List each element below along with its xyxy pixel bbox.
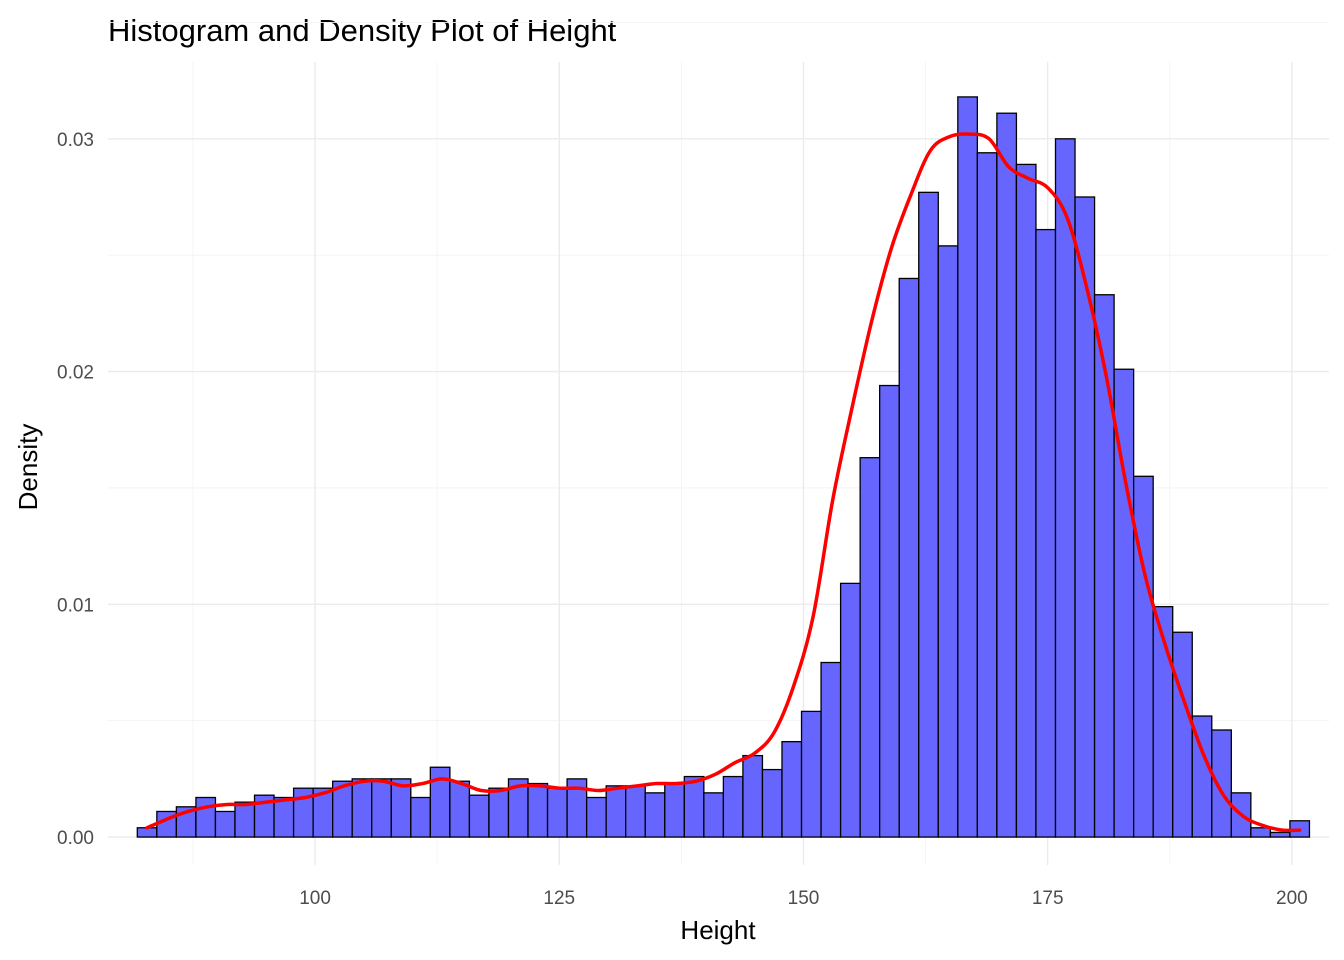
histogram-bar — [585, 796, 607, 838]
axis-tick-labels: 100 125 150 175 200 0.00 0.01 0.02 0.03 — [57, 130, 1308, 909]
histogram-bar — [918, 191, 939, 838]
histogram-bar — [1250, 827, 1272, 838]
histogram-bar — [898, 277, 920, 838]
histogram-bar — [996, 112, 1018, 838]
x-tick-label: 150 — [788, 888, 820, 909]
y-tick-label: 0.03 — [57, 130, 94, 151]
histogram-bar — [761, 768, 783, 838]
histogram-bar — [234, 801, 256, 838]
x-tick-label: 200 — [1276, 888, 1308, 909]
histogram-bar — [371, 778, 392, 838]
histogram-bar — [449, 780, 471, 838]
histogram-bar — [195, 796, 217, 838]
x-tick-label: 125 — [543, 888, 575, 909]
x-tick-label: 175 — [1032, 888, 1064, 909]
histogram-bar — [644, 792, 666, 838]
histogram-bar — [410, 796, 431, 838]
histogram-bar — [1269, 831, 1291, 838]
x-axis-title: Height — [680, 915, 756, 945]
histogram-bar — [879, 384, 900, 838]
histogram-bar — [839, 582, 861, 838]
histogram-bar — [351, 778, 373, 838]
histogram-bar — [468, 794, 490, 838]
histogram-bar — [527, 782, 549, 838]
histogram-bar — [683, 775, 705, 838]
y-axis-title: Density — [13, 424, 43, 511]
y-tick-label: 0.00 — [57, 828, 94, 849]
histogram-bar — [546, 787, 568, 838]
histogram-bar — [722, 775, 744, 838]
histogram-bar — [800, 710, 822, 838]
histogram-bar — [937, 245, 959, 838]
histogram-bar — [625, 785, 646, 838]
histogram-bar — [1015, 163, 1037, 838]
density-curve — [145, 132, 1302, 833]
histogram-bar — [605, 785, 627, 838]
histogram-bar — [742, 754, 764, 838]
histogram-bar — [1211, 729, 1232, 838]
histogram-bar — [390, 778, 412, 838]
histogram-bar — [1074, 196, 1096, 838]
histogram-bar — [1172, 631, 1193, 838]
histogram-bars — [136, 96, 1311, 838]
density-curve-group — [145, 132, 1302, 833]
x-tick-label: 100 — [299, 888, 331, 909]
histogram-bar — [1093, 294, 1115, 838]
histogram-bar — [859, 457, 881, 838]
y-tick-label: 0.02 — [57, 363, 94, 384]
histogram-bar — [820, 661, 842, 838]
y-tick-label: 0.01 — [57, 595, 94, 616]
histogram-bar — [488, 787, 510, 838]
histogram-bar — [976, 152, 998, 838]
histogram-bar — [703, 792, 725, 838]
histogram-bar — [1054, 138, 1076, 838]
histogram-bar — [664, 782, 685, 838]
histogram-bar — [214, 810, 236, 838]
chart-title: Histogram and Density Plot of Height — [108, 13, 617, 48]
histogram-bar — [957, 96, 979, 838]
histogram-bar — [781, 740, 803, 838]
histogram-bar — [1035, 228, 1057, 838]
histogram-bar — [273, 796, 295, 838]
